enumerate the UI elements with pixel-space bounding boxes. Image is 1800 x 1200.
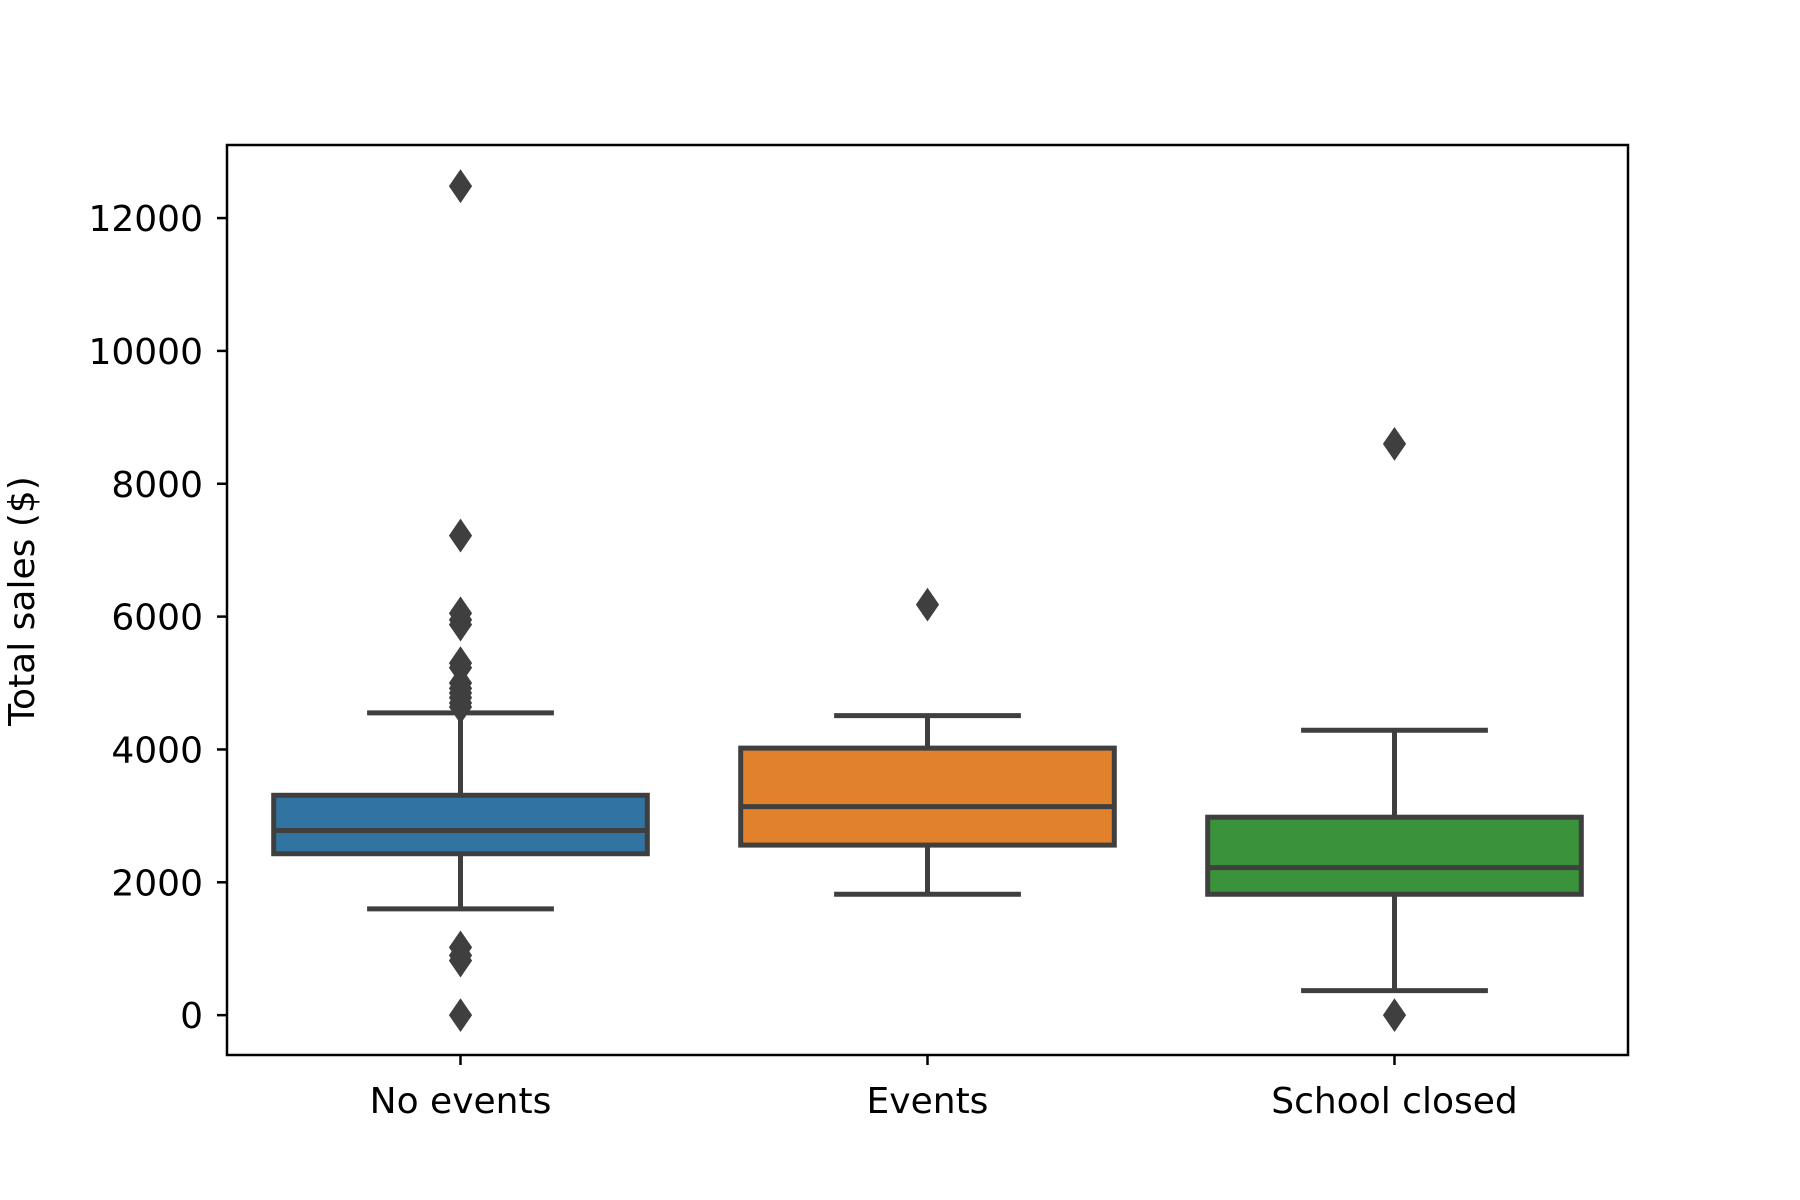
y-axis-label: Total sales ($)	[2, 476, 43, 727]
y-tick-label: 8000	[111, 465, 203, 506]
outlier-marker	[448, 169, 473, 204]
x-tick-label: Events	[867, 1081, 989, 1122]
y-tick-label: 10000	[88, 332, 203, 373]
y-tick-label: 2000	[111, 863, 203, 904]
x-tick-label: School closed	[1271, 1081, 1518, 1122]
outlier-marker	[448, 943, 473, 978]
box-group-school-closed	[1205, 427, 1584, 1033]
box-plot-marks	[271, 169, 1584, 1033]
box-group-events	[738, 587, 1117, 897]
outlier-marker	[1382, 998, 1407, 1033]
outlier-marker	[448, 998, 473, 1033]
y-tick-label: 12000	[88, 199, 203, 240]
y-tick-label: 0	[180, 996, 203, 1037]
x-tick-label: No events	[370, 1081, 552, 1122]
y-tick-label: 4000	[111, 730, 203, 771]
outlier-marker	[448, 607, 473, 642]
outlier-marker	[448, 690, 473, 724]
outlier-marker	[1382, 427, 1407, 461]
box-iqr	[738, 745, 1117, 848]
y-tick-label: 6000	[111, 598, 203, 639]
outlier-marker	[448, 518, 473, 553]
box-group-no-events	[271, 169, 650, 1033]
axes: 0 2000 4000 6000 8000 10000 12000 No events Even…	[88, 143, 1630, 1122]
outlier-marker	[915, 587, 940, 622]
box-iqr	[1205, 814, 1584, 897]
box-iqr	[271, 792, 650, 857]
